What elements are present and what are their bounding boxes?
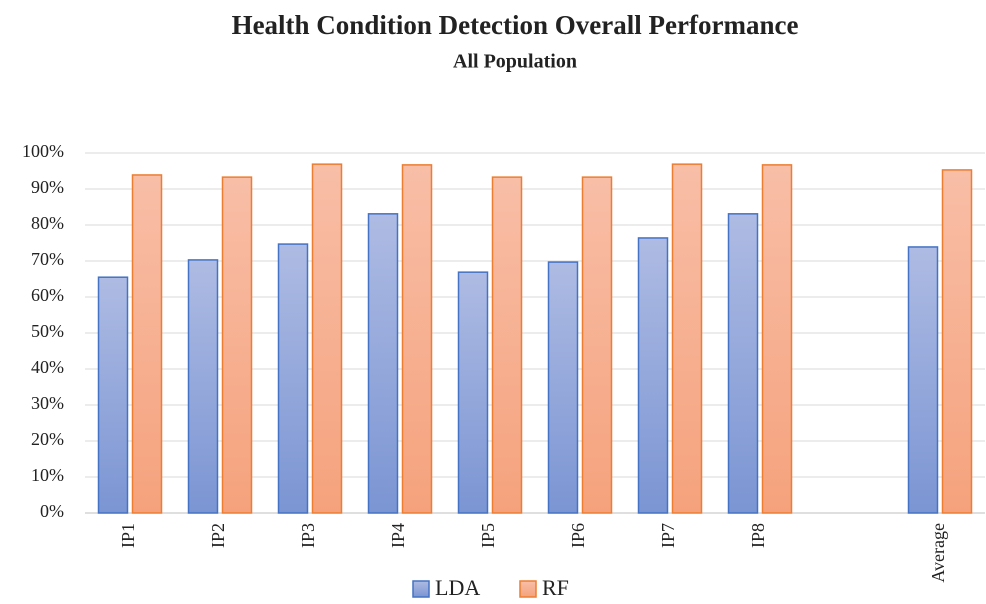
legend-label: LDA <box>435 575 480 600</box>
y-tick-label: 50% <box>31 321 64 341</box>
x-tick-label: IP6 <box>568 523 588 548</box>
x-tick-label: IP7 <box>658 523 678 548</box>
x-tick-label: IP4 <box>388 523 408 548</box>
bar <box>547 261 579 514</box>
bar <box>221 176 253 514</box>
y-tick-label: 0% <box>40 501 64 521</box>
bar <box>401 164 433 514</box>
bar <box>761 164 793 514</box>
bar <box>187 259 219 514</box>
bar <box>131 174 163 514</box>
bar <box>457 271 489 514</box>
bar <box>367 213 399 514</box>
chart-title: Health Condition Detection Overall Perfo… <box>232 10 799 40</box>
bar <box>907 246 939 514</box>
x-tick-label: IP1 <box>118 523 138 548</box>
y-tick-label: 100% <box>22 141 64 161</box>
bar <box>581 176 613 514</box>
bar <box>727 213 759 514</box>
x-tick-label: Average <box>928 523 948 583</box>
y-tick-label: 80% <box>31 213 64 233</box>
bar <box>311 163 343 514</box>
y-tick-label: 20% <box>31 429 64 449</box>
x-tick-label: IP3 <box>298 523 318 548</box>
bar <box>941 169 973 514</box>
legend-swatch <box>412 580 430 598</box>
y-tick-label: 70% <box>31 249 64 269</box>
y-tick-label: 10% <box>31 465 64 485</box>
bar <box>671 163 703 514</box>
x-tick-label: IP5 <box>478 523 498 548</box>
y-tick-label: 40% <box>31 357 64 377</box>
y-tick-label: 60% <box>31 285 64 305</box>
chart-subtitle: All Population <box>453 51 577 73</box>
x-tick-label: IP2 <box>208 523 228 548</box>
y-tick-label: 30% <box>31 393 64 413</box>
bar <box>277 243 309 514</box>
legend-swatch <box>519 580 537 598</box>
bar <box>491 176 523 514</box>
y-tick-label: 90% <box>31 177 64 197</box>
bar <box>97 276 129 514</box>
bar <box>637 237 669 514</box>
x-tick-label: IP8 <box>748 523 768 548</box>
legend-label: RF <box>542 575 569 600</box>
